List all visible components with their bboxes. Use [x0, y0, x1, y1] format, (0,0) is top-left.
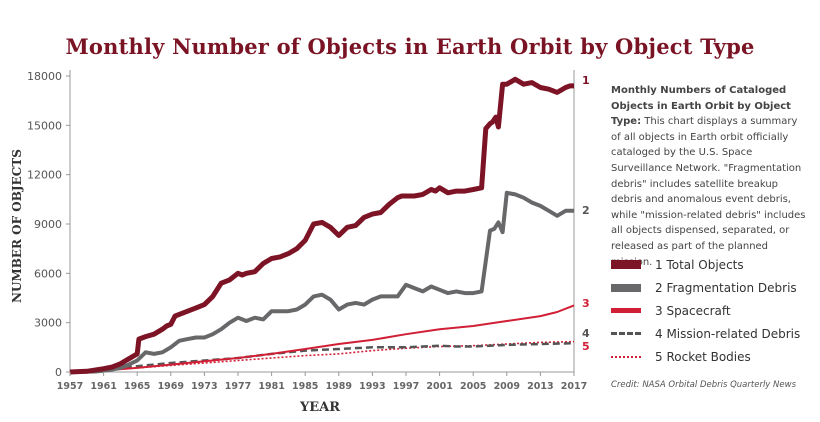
legend-swatch — [611, 308, 641, 313]
legend-label: 3 Spacecraft — [655, 303, 731, 318]
x-tick-label: 2013 — [527, 381, 553, 392]
series-line-2 — [69, 190, 574, 374]
legend-swatch — [611, 260, 641, 269]
x-tick-label: 1985 — [292, 381, 318, 392]
x-tick-label: 1989 — [326, 381, 352, 392]
x-tick-label: 1981 — [258, 381, 284, 392]
legend-label: 1 Total Objects — [655, 257, 744, 272]
legend-item: 2 Fragmentation Debris — [611, 276, 811, 299]
description-heading: Monthly Numbers of Cataloged Objects in … — [611, 85, 791, 128]
y-tick-label: 15000 — [27, 119, 62, 132]
y-tick-label: 6000 — [34, 267, 62, 280]
x-tick-label: 1977 — [225, 381, 251, 392]
x-tick-label: 1965 — [124, 381, 150, 392]
x-tick-label: 1957 — [57, 381, 83, 392]
x-tick-label: 1969 — [158, 381, 184, 392]
x-tick-label: 2017 — [561, 381, 587, 392]
legend-item: 4 Mission-related Debris — [611, 322, 811, 345]
legend-swatch — [611, 355, 641, 358]
legend-label: 4 Mission-related Debris — [655, 326, 801, 341]
series-end-label: 2 — [582, 204, 590, 217]
series-line-1 — [69, 76, 574, 375]
series-end-label: 3 — [582, 297, 590, 310]
legend-swatch — [611, 332, 641, 335]
legend-item: 3 Spacecraft — [611, 299, 811, 322]
y-tick-label: 3000 — [34, 317, 62, 330]
y-tick-label: 0 — [55, 366, 62, 379]
legend-item: 5 Rocket Bodies — [611, 345, 811, 368]
x-tick-label: 2009 — [494, 381, 520, 392]
y-tick-label: 12000 — [27, 169, 62, 182]
legend-swatch — [611, 283, 641, 292]
legend-label: 2 Fragmentation Debris — [655, 280, 797, 295]
series-end-label: 1 — [582, 74, 590, 87]
tick-labels: 0 3000 6000 9000 12000 15000 18000 1957 1961 1965… — [27, 70, 587, 392]
y-tick-label: 18000 — [27, 70, 62, 83]
series-line-4 — [69, 341, 575, 374]
x-tick-label: 1973 — [191, 381, 217, 392]
series-end-label: 4 — [582, 327, 590, 340]
legend-item: 1 Total Objects — [611, 253, 811, 276]
y-tick-label: 9000 — [34, 218, 62, 231]
x-tick-label: 1997 — [393, 381, 419, 392]
series-end-label: 5 — [582, 340, 590, 353]
series-line-3 — [69, 304, 575, 373]
description-body: This chart displays a summary of all obj… — [611, 116, 806, 267]
x-axis-label: YEAR — [299, 400, 341, 415]
series-end-labels: 1 2 3 45 — [582, 74, 590, 353]
x-tick-label: 1961 — [90, 381, 116, 392]
x-tick-label: 2005 — [460, 381, 486, 392]
legend-label: 5 Rocket Bodies — [655, 349, 751, 364]
x-tick-label: 1993 — [359, 381, 385, 392]
axes — [69, 70, 575, 373]
credit-text: Credit: NASA Orbital Debris Quarterly Ne… — [611, 380, 797, 390]
legend: 1 Total Objects 2 Fragmentation Debris 3 S… — [611, 253, 811, 368]
chart-title: Monthly Number of Objects in Earth Orbit… — [65, 34, 755, 59]
x-tick-label: 2001 — [426, 381, 452, 392]
line-chart: 0 3000 6000 9000 12000 15000 18000 1957 1961 1965… — [27, 70, 590, 392]
series-layer — [69, 76, 575, 375]
chart-description: Monthly Numbers of Cataloged Objects in … — [611, 83, 806, 270]
